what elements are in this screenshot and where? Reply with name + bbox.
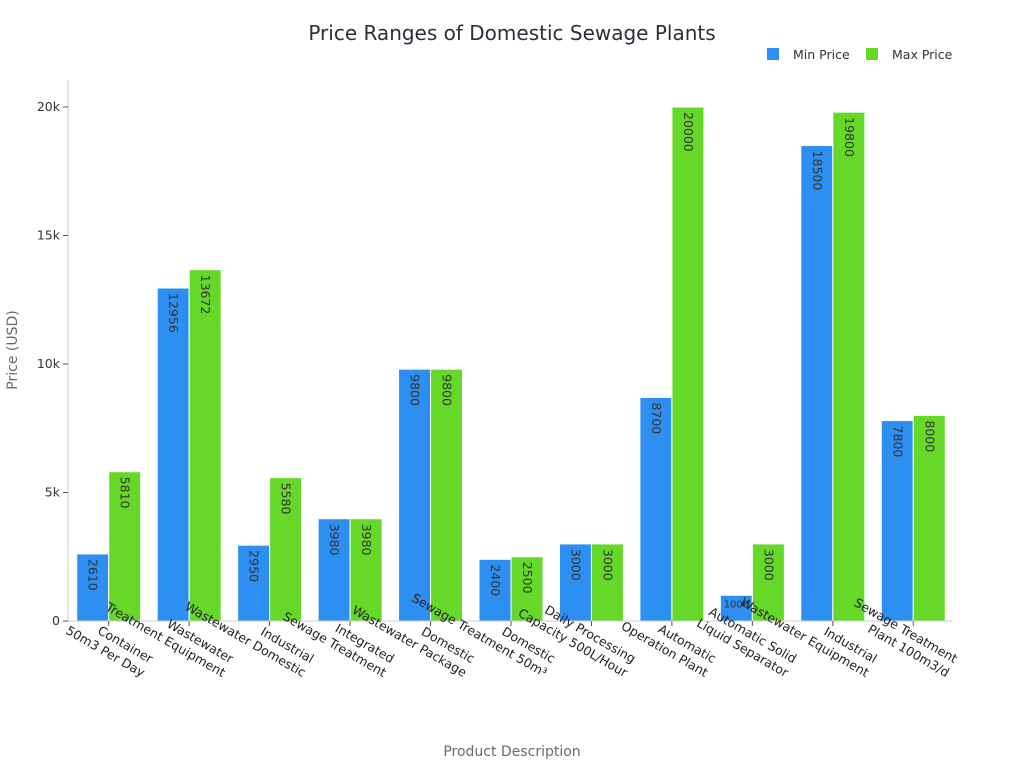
bar-max [108, 471, 142, 622]
bar-max [188, 269, 222, 622]
data-label: 5810 [118, 477, 133, 509]
data-label: 3980 [359, 524, 374, 556]
bar-max [590, 543, 624, 622]
data-label: 5580 [279, 483, 294, 515]
legend: Min Price Max Price [767, 47, 953, 62]
bar-max [832, 111, 866, 622]
legend-swatch-min [767, 48, 779, 60]
data-label: 1000 [724, 599, 749, 610]
data-label: 19800 [842, 117, 857, 157]
bar-max [671, 106, 705, 622]
bars: 2610 5810 12956 13672 2950 5580 3980 3980 9800 98… [76, 106, 946, 622]
data-label: 8000 [922, 420, 937, 452]
x-axis-title: Product Description [443, 744, 580, 760]
y-tick-label: 5k [45, 485, 61, 500]
data-label: 2950 [247, 550, 262, 582]
data-label: 3000 [600, 549, 615, 581]
data-label: 3980 [327, 524, 342, 556]
data-label: 9800 [440, 374, 455, 406]
data-label: 3000 [568, 549, 583, 581]
bar-min [76, 553, 110, 622]
bar-max [912, 414, 946, 622]
y-tick-label: 15k [37, 228, 61, 243]
bar-min [156, 287, 190, 622]
bar-min [800, 145, 834, 622]
y-tick-label: 10k [37, 356, 61, 371]
legend-label-max: Max Price [892, 47, 953, 62]
bar-max [510, 556, 544, 622]
chart-title: Price Ranges of Domestic Sewage Plants [308, 21, 715, 45]
data-label: 2500 [520, 562, 535, 594]
data-label: 7800 [890, 426, 905, 458]
y-tick-label: 20k [37, 99, 61, 114]
legend-swatch-max [866, 48, 878, 60]
bar-max [269, 477, 303, 622]
legend-label-min: Min Price [793, 47, 850, 62]
data-label: 9800 [408, 374, 423, 406]
data-label: 2610 [86, 559, 101, 591]
data-label: 13672 [198, 275, 213, 315]
bar-max [751, 543, 785, 622]
data-label: 2400 [488, 564, 503, 596]
data-label: 12956 [166, 293, 181, 333]
bar-max [430, 368, 464, 622]
data-label: 18500 [810, 151, 825, 191]
data-label: 20000 [681, 112, 696, 152]
y-axis-title: Price (USD) [5, 310, 21, 389]
data-label: 8700 [649, 402, 664, 434]
bar-max [349, 518, 383, 622]
data-label: 3000 [761, 549, 776, 581]
bar-min [719, 594, 753, 622]
bar-min [398, 368, 432, 622]
y-tick-label: 0 [52, 613, 60, 628]
